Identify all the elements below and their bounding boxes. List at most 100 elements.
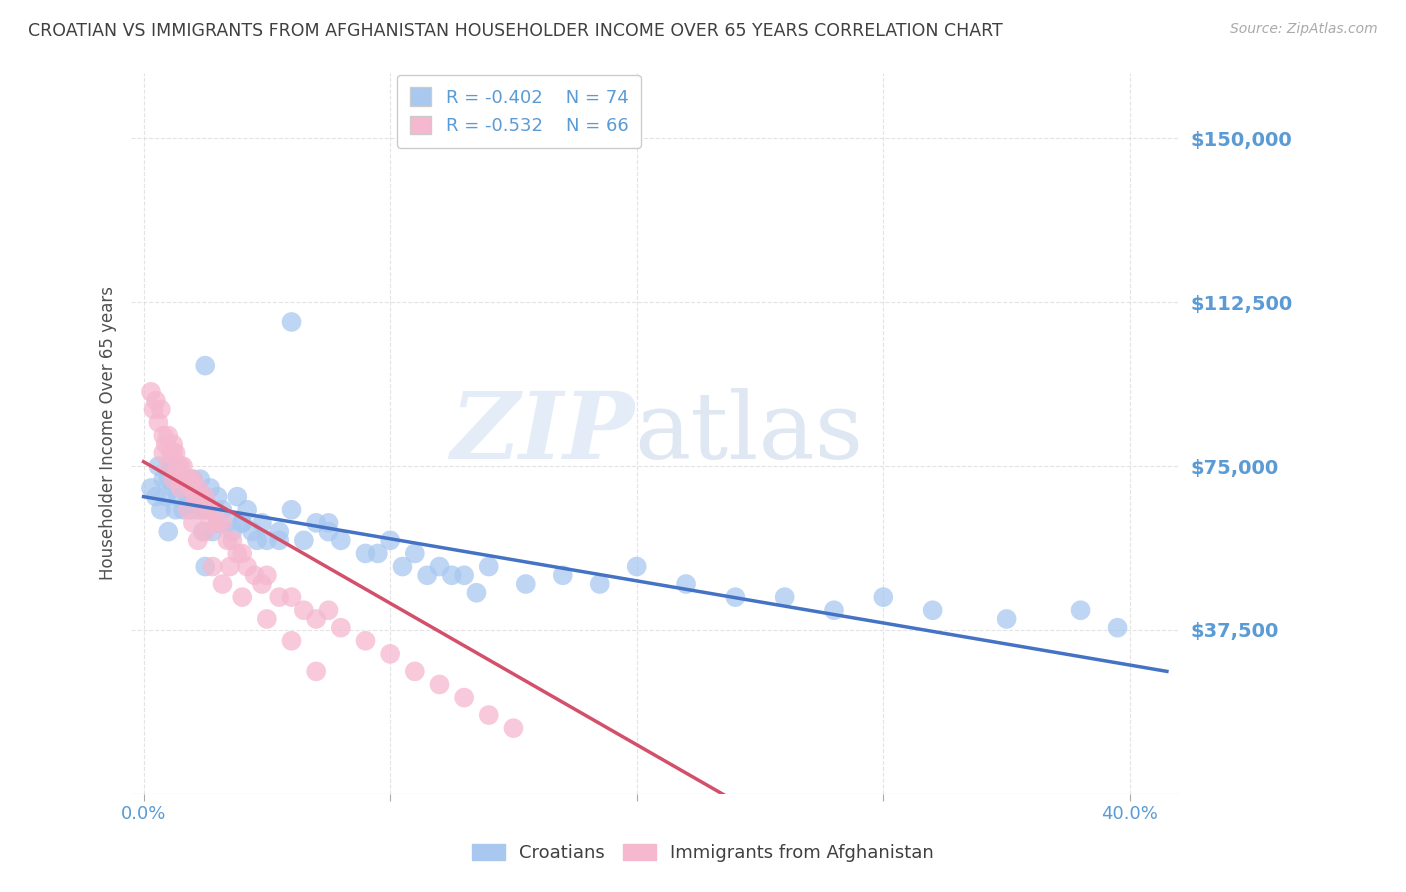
Text: CROATIAN VS IMMIGRANTS FROM AFGHANISTAN HOUSEHOLDER INCOME OVER 65 YEARS CORRELA: CROATIAN VS IMMIGRANTS FROM AFGHANISTAN … <box>28 22 1002 40</box>
Point <box>478 559 501 574</box>
Point <box>177 502 200 516</box>
Point <box>159 459 181 474</box>
Point <box>250 516 273 530</box>
Point <box>329 533 352 548</box>
Point <box>280 315 302 329</box>
Point <box>152 428 174 442</box>
Point <box>155 490 177 504</box>
Point <box>280 633 302 648</box>
Point <box>292 533 315 548</box>
Point <box>142 402 165 417</box>
Point <box>429 677 451 691</box>
Point <box>165 502 187 516</box>
Point <box>207 516 229 530</box>
Point <box>675 577 697 591</box>
Legend: Croatians, Immigrants from Afghanistan: Croatians, Immigrants from Afghanistan <box>465 837 941 870</box>
Point <box>197 502 219 516</box>
Point <box>174 472 197 486</box>
Point <box>162 472 184 486</box>
Point <box>211 577 233 591</box>
Point <box>155 437 177 451</box>
Point <box>207 516 229 530</box>
Point <box>172 459 194 474</box>
Point <box>280 502 302 516</box>
Point <box>453 690 475 705</box>
Point <box>184 490 207 504</box>
Point <box>157 524 180 539</box>
Point <box>184 490 207 504</box>
Point <box>256 612 278 626</box>
Point <box>429 559 451 574</box>
Point <box>217 533 239 548</box>
Point <box>219 559 242 574</box>
Point <box>157 428 180 442</box>
Text: ZIP: ZIP <box>450 388 634 478</box>
Point <box>172 502 194 516</box>
Point <box>177 472 200 486</box>
Point <box>159 446 181 460</box>
Point <box>149 402 172 417</box>
Point <box>194 490 217 504</box>
Point <box>197 502 219 516</box>
Point <box>191 502 214 516</box>
Point <box>169 472 191 486</box>
Point <box>169 459 191 474</box>
Text: atlas: atlas <box>634 388 863 478</box>
Point <box>162 481 184 495</box>
Point <box>162 437 184 451</box>
Point <box>201 502 224 516</box>
Y-axis label: Householder Income Over 65 years: Householder Income Over 65 years <box>100 286 117 581</box>
Point <box>378 647 401 661</box>
Point <box>187 533 209 548</box>
Point <box>1070 603 1092 617</box>
Point <box>194 559 217 574</box>
Point <box>305 516 328 530</box>
Point <box>145 393 167 408</box>
Point <box>995 612 1018 626</box>
Point <box>378 533 401 548</box>
Point <box>502 721 524 735</box>
Point <box>305 665 328 679</box>
Point <box>231 516 253 530</box>
Point <box>145 490 167 504</box>
Point <box>165 446 187 460</box>
Point <box>478 708 501 723</box>
Point <box>139 384 162 399</box>
Point <box>226 546 249 560</box>
Point <box>194 359 217 373</box>
Point <box>188 490 211 504</box>
Point <box>201 559 224 574</box>
Point <box>167 459 190 474</box>
Point <box>823 603 845 617</box>
Point <box>148 416 170 430</box>
Point <box>269 590 291 604</box>
Point <box>181 472 204 486</box>
Point <box>921 603 943 617</box>
Point <box>169 481 191 495</box>
Point <box>231 516 253 530</box>
Point <box>250 577 273 591</box>
Text: Source: ZipAtlas.com: Source: ZipAtlas.com <box>1230 22 1378 37</box>
Point <box>1107 621 1129 635</box>
Point <box>589 577 612 591</box>
Point <box>626 559 648 574</box>
Point <box>724 590 747 604</box>
Point <box>354 546 377 560</box>
Point <box>221 524 243 539</box>
Point <box>152 472 174 486</box>
Point <box>367 546 389 560</box>
Point <box>404 546 426 560</box>
Point <box>246 533 269 548</box>
Point <box>194 524 217 539</box>
Point <box>221 533 243 548</box>
Point <box>305 612 328 626</box>
Point <box>465 586 488 600</box>
Point <box>217 516 239 530</box>
Point <box>187 502 209 516</box>
Point <box>211 502 233 516</box>
Point <box>515 577 537 591</box>
Point <box>256 533 278 548</box>
Point <box>243 568 266 582</box>
Point <box>391 559 413 574</box>
Point <box>329 621 352 635</box>
